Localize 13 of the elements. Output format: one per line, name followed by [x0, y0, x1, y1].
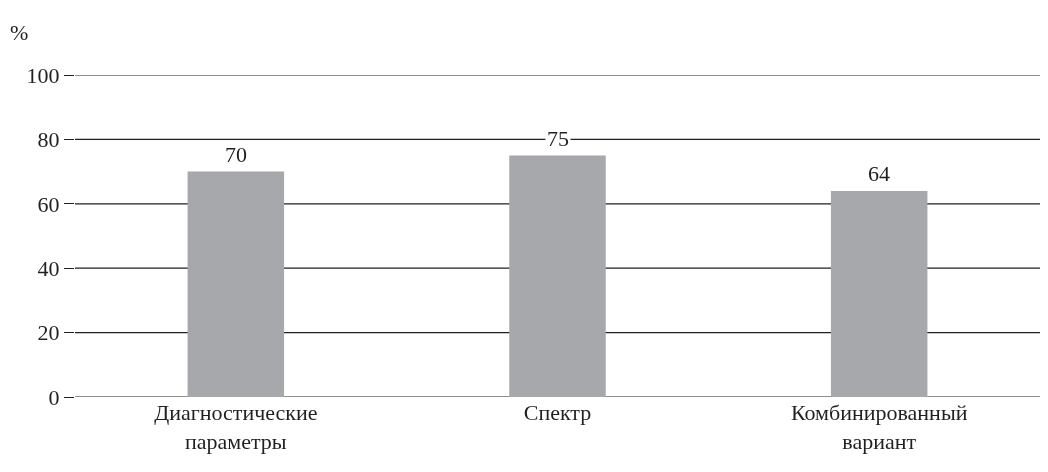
x-tick-label: Спектр	[523, 400, 592, 425]
y-tick-label: 80	[37, 127, 60, 153]
y-tick-label: 0	[48, 384, 60, 410]
data-label: 70	[225, 142, 247, 167]
y-tick-label: 40	[37, 255, 60, 281]
y-tick-label: 60	[37, 191, 60, 217]
y-tick-label: 100	[26, 62, 60, 88]
data-label: 64	[868, 161, 890, 186]
y-tick-label: 20	[37, 320, 60, 346]
x-tick-label: Диагностические параметры	[154, 400, 318, 454]
y-axis-title: %	[10, 20, 29, 45]
x-tick-label: Комбинированный вариант	[790, 400, 968, 454]
data-label: 75	[547, 126, 569, 151]
